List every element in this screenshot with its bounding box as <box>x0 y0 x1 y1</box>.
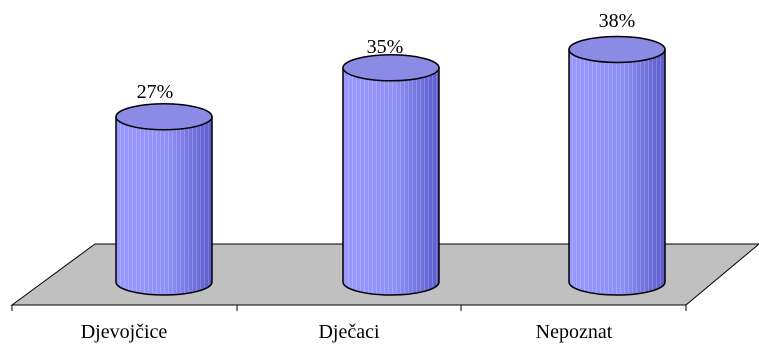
x-axis <box>11 304 687 311</box>
bar-djecaci <box>342 54 440 296</box>
data-label-nepoznat: 38% <box>599 10 636 32</box>
data-label-djevojcice: 27% <box>137 81 174 103</box>
bar-djevojcice <box>115 103 213 296</box>
bar-texture <box>345 67 437 294</box>
bars-layer <box>115 35 666 296</box>
category-label-djevojcice: Djevojčice <box>81 321 168 343</box>
data-label-djecaci: 35% <box>367 36 404 58</box>
category-label-nepoznat: Nepoznat <box>536 321 613 343</box>
category-label-djecaci: Dječaci <box>318 321 380 343</box>
bar-top <box>115 103 213 131</box>
bar-texture <box>118 116 210 294</box>
bar-top <box>568 35 666 64</box>
bar-top <box>342 54 440 82</box>
bar-texture <box>571 49 663 294</box>
bar-nepoznat <box>568 35 666 296</box>
